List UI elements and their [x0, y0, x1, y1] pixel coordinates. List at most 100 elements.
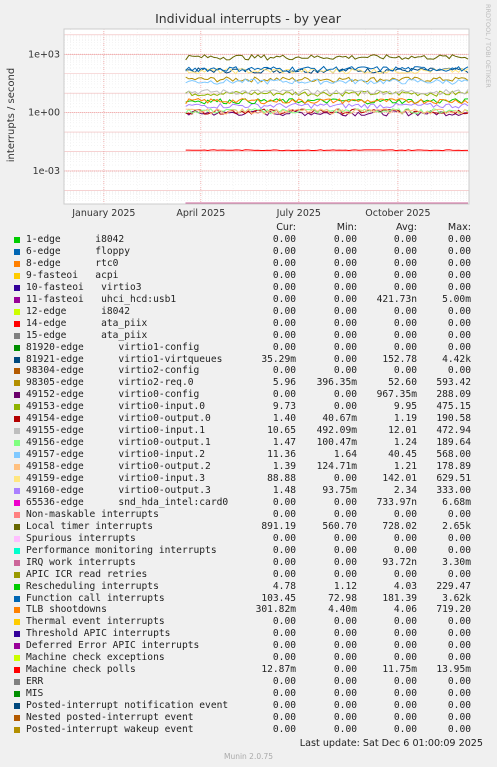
legend-cur: 0.00: [272, 508, 296, 520]
legend-series-name: Rescheduling interrupts: [26, 580, 159, 592]
legend-cur: 0.00: [272, 723, 296, 735]
legend-series-name: Posted-interrupt notification event: [26, 700, 229, 712]
legend-row: 49158-edge virtio0-output.2 1.39 124.71m 1.…: [0, 461, 497, 473]
legend-avg: 0.00: [393, 652, 417, 664]
legend-cur: 1.39: [272, 461, 296, 473]
legend-min: 0.00: [333, 329, 357, 341]
legend-min: 0.00: [333, 496, 357, 508]
legend-swatch: [14, 284, 20, 291]
legend-avg: 421.73n: [376, 293, 417, 305]
legend-row: TLB shootdowns 301.82m 4.40m 4.06 719.20: [0, 604, 497, 616]
legend-series-name: IRQ work interrupts: [26, 556, 136, 568]
legend-row: 49157-edge virtio0-input.2 11.36 1.64 40.45…: [0, 449, 497, 461]
legend-avg: 0.00: [393, 365, 417, 377]
legend-min: 40.67m: [322, 413, 357, 425]
legend-max: 6.68m: [442, 496, 471, 508]
legend-row: 12-edge i8042 0.00 0.00 0.00 0.00: [0, 306, 497, 318]
legend-cur: 0.00: [272, 341, 296, 353]
legend-series-name: Non-maskable interrupts: [26, 508, 159, 520]
legend-avg: 0.00: [393, 568, 417, 580]
legend-min: 0.00: [333, 616, 357, 628]
legend-cur: 0.00: [272, 305, 296, 317]
legend-cur: 35.29m: [261, 353, 296, 365]
legend-min: 0.00: [333, 269, 357, 281]
legend-max: 0.00: [447, 652, 471, 664]
legend-cur: 5.96: [272, 377, 296, 389]
legend-avg: 0.00: [393, 329, 417, 341]
x-tick-label: July 2025: [276, 208, 321, 219]
legend-series-name: Threshold APIC interrupts: [26, 628, 171, 640]
legend-series-name: 1-edge i8042: [26, 234, 125, 245]
legend-min: 0.00: [333, 234, 357, 245]
legend-avg: 0.00: [393, 688, 417, 700]
legend-max: 2.65k: [442, 520, 471, 532]
legend-cur: 0.00: [272, 329, 296, 341]
last-update: Last update: Sat Dec 6 01:00:09 2025: [299, 738, 483, 749]
legend-row: Performance monitoring interrupts 0.00 0.0…: [0, 545, 497, 557]
legend-series-name: 15-edge ata_piix: [26, 329, 148, 341]
legend-avg: 0.00: [393, 640, 417, 652]
legend-row: 9-fasteoi acpi 0.00 0.00 0.00 0.00: [0, 270, 497, 282]
legend-min: 1.64: [333, 449, 357, 461]
legend-series-name: 49157-edge virtio0-input.2: [26, 449, 206, 461]
legend-cur: 0.00: [272, 700, 296, 712]
legend-swatch: [14, 332, 20, 339]
legend-cur: 0.00: [272, 281, 296, 293]
legend-min: 0.00: [333, 628, 357, 640]
legend-swatch: [14, 547, 20, 554]
legend-row: Deferred Error APIC interrupts 0.00 0.00 0.…: [0, 640, 497, 652]
legend-series-name: 98305-edge virtio2-req.0: [26, 377, 194, 389]
legend-avg: 0.00: [393, 544, 417, 556]
y-tick-label: 1e+00: [28, 108, 60, 119]
legend-max: 190.58: [436, 413, 471, 425]
series-line: [185, 65, 469, 73]
chart: Individual interrupts - by year 1e-03 1e+…: [6, 11, 470, 219]
legend-max: 0.00: [447, 257, 471, 269]
legend-max: 0.00: [447, 723, 471, 735]
legend-avg: 0.00: [393, 257, 417, 269]
legend-avg: 733.97n: [376, 496, 417, 508]
legend-series-name: 8-edge rtc0: [26, 257, 119, 269]
legend-max: 0.00: [447, 568, 471, 580]
legend-max: 593.42: [436, 377, 471, 389]
legend-row: Posted-interrupt wakeup event 0.00 0.00 0.0…: [0, 724, 497, 736]
legend-min: 0.00: [333, 341, 357, 353]
legend-min: 0.00: [333, 473, 357, 484]
legend-cur: 0.00: [272, 496, 296, 508]
legend-swatch: [14, 726, 20, 733]
x-tick-label: October 2025: [365, 208, 430, 219]
legend-cur: 0.00: [272, 544, 296, 556]
legend-max: 333.00: [436, 484, 471, 496]
legend-row: 98304-edge virtio2-config 0.00 0.00 0.00 0.0…: [0, 365, 497, 377]
legend-series-name: Function call interrupts: [26, 592, 165, 604]
legend-cur: 1.48: [272, 484, 296, 496]
legend-row: 1-edge i8042 0.00 0.00 0.00 0.00: [0, 234, 497, 246]
legend-swatch: [14, 344, 20, 351]
legend-avg: 0.00: [393, 616, 417, 628]
legend-avg: 181.39: [382, 592, 417, 604]
series-line: [185, 108, 469, 115]
munin-version: Munin 2.0.75: [223, 752, 274, 761]
legend-cur: 103.45: [261, 592, 296, 604]
legend-row: 49159-edge virtio0-input.3 88.88 0.00 142.0…: [0, 473, 497, 485]
legend-cur: 0.00: [272, 640, 296, 652]
legend-min: 0.00: [333, 556, 357, 568]
legend-max: 0.00: [447, 616, 471, 628]
legend-max: 0.00: [447, 329, 471, 341]
legend-series-name: ERR: [26, 676, 44, 688]
legend-avg: 12.01: [388, 425, 417, 437]
legend-series-name: 49160-edge virtio0-output.3: [26, 484, 211, 496]
series-line: [185, 149, 468, 152]
legend-avg: 1.24: [393, 437, 417, 449]
legend-min: 0.00: [333, 723, 357, 735]
legend-series-name: Nested posted-interrupt event: [26, 712, 194, 723]
legend-row: Spurious interrupts 0.00 0.00 0.00 0.00: [0, 533, 497, 545]
legend-max: 5.00m: [442, 293, 471, 305]
legend-max: 0.00: [447, 281, 471, 293]
legend-min: 0.00: [333, 293, 357, 305]
legend-swatch: [14, 499, 20, 506]
legend-swatch: [14, 260, 20, 267]
legend-max: 0.00: [447, 269, 471, 281]
legend-avg: 0.00: [393, 305, 417, 317]
legend-swatch: [14, 559, 20, 566]
